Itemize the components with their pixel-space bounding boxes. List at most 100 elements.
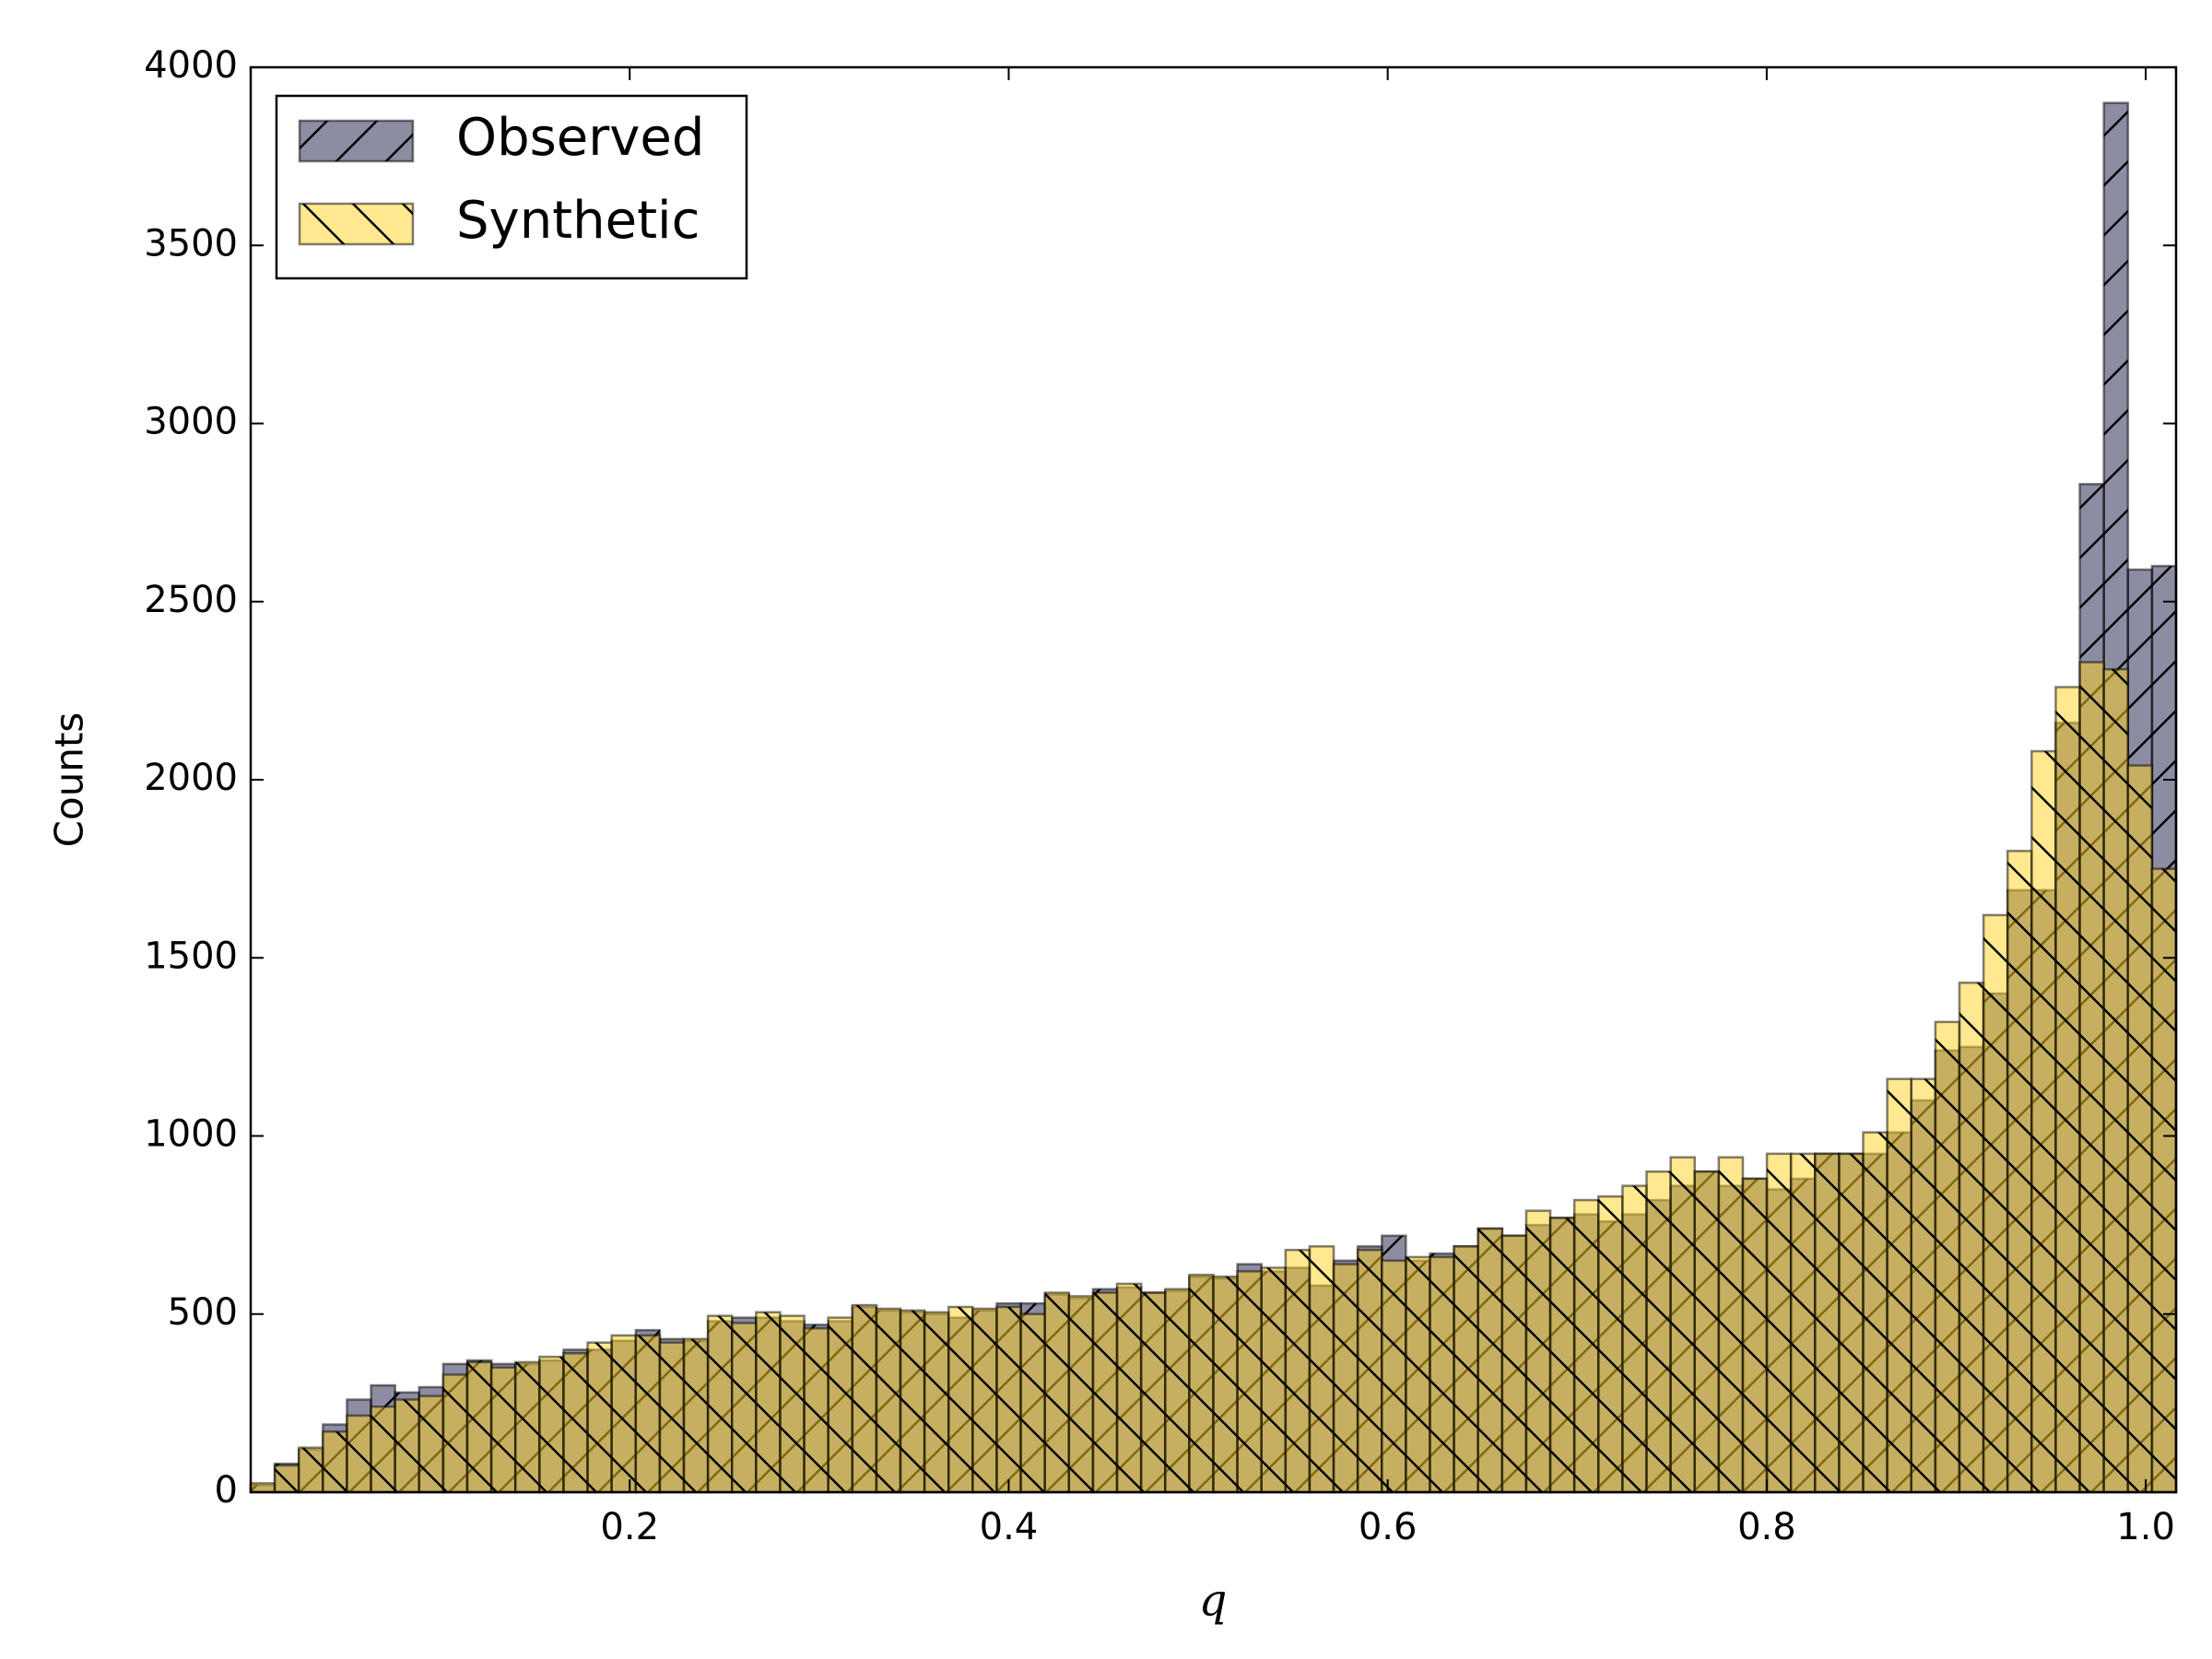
bar-hatch xyxy=(2151,868,2176,1492)
bar-hatch xyxy=(948,1307,973,1492)
bar-hatch xyxy=(708,1315,733,1492)
y-tick-label: 1000 xyxy=(144,1113,238,1156)
bar-hatch xyxy=(900,1310,925,1492)
bar-hatch xyxy=(1261,1267,1286,1492)
x-tick-label: 1.0 xyxy=(2116,1506,2175,1548)
y-tick-label: 4000 xyxy=(144,44,238,87)
bar-hatch xyxy=(1839,1153,1864,1492)
bar-hatch xyxy=(876,1308,901,1492)
bar-hatch xyxy=(1525,1210,1551,1492)
bar-hatch xyxy=(1694,1171,1719,1492)
bar-hatch xyxy=(2031,751,2056,1492)
x-tick-label: 0.8 xyxy=(1737,1506,1796,1548)
bar-hatch xyxy=(563,1353,588,1492)
bar-hatch xyxy=(1477,1228,1502,1492)
bar-hatch xyxy=(852,1305,877,1492)
plot-area xyxy=(249,101,2178,1494)
bar-hatch xyxy=(804,1328,829,1492)
bar-hatch xyxy=(2127,765,2152,1492)
bar-hatch xyxy=(635,1335,660,1492)
y-axis-title: Counts xyxy=(47,712,92,848)
bar-hatch xyxy=(1911,1078,1936,1492)
bar-hatch xyxy=(1767,1153,1792,1492)
bar-hatch xyxy=(1213,1277,1238,1492)
bar-hatch xyxy=(659,1342,685,1492)
bar-hatch xyxy=(1165,1288,1190,1492)
bar-hatch xyxy=(996,1307,1021,1492)
bar-hatch xyxy=(323,1431,347,1492)
bar-hatch xyxy=(1670,1157,1695,1492)
bar-hatch xyxy=(1815,1153,1840,1492)
bar-hatch xyxy=(394,1399,419,1492)
bar-hatch xyxy=(1622,1185,1647,1492)
bar-hatch xyxy=(1068,1296,1093,1492)
bar-hatch xyxy=(347,1415,371,1492)
y-tick-label: 500 xyxy=(168,1291,238,1334)
legend: Observed Synthetic xyxy=(275,94,748,280)
bar-hatch xyxy=(924,1312,949,1492)
x-tick-label: 0.2 xyxy=(600,1506,659,1548)
bar-hatch xyxy=(684,1338,709,1492)
bar-hatch xyxy=(1863,1132,1888,1492)
bar-hatch xyxy=(1358,1250,1382,1492)
x-tick-label: 0.4 xyxy=(980,1506,1039,1548)
bar-hatch xyxy=(442,1374,468,1492)
bar-hatch xyxy=(1742,1178,1768,1492)
series-group xyxy=(249,661,2178,1494)
bar-hatch xyxy=(1237,1271,1262,1492)
bar-hatch xyxy=(2007,851,2032,1492)
bar-hatch xyxy=(2079,662,2104,1492)
bar-hatch xyxy=(1791,1153,1816,1492)
bar-hatch xyxy=(515,1361,540,1492)
bar-hatch xyxy=(275,1465,300,1492)
bar-hatch xyxy=(1959,982,1984,1492)
bar-hatch xyxy=(587,1342,612,1492)
bar-hatch xyxy=(1887,1078,1912,1492)
bar-hatch xyxy=(1574,1200,1599,1492)
bar-hatch xyxy=(611,1335,636,1492)
bar-hatch xyxy=(1406,1256,1430,1492)
y-tick-label: 2000 xyxy=(144,757,238,799)
legend-swatch-hatch xyxy=(300,204,413,244)
bar-hatch xyxy=(1020,1313,1045,1492)
bar-hatch xyxy=(1646,1171,1671,1492)
bar-hatch xyxy=(1117,1283,1142,1492)
bar-hatch xyxy=(972,1308,997,1492)
bar-hatch xyxy=(1382,1260,1406,1492)
x-tick-label: 0.6 xyxy=(1359,1506,1418,1548)
bar-hatch xyxy=(732,1323,757,1492)
bar-hatch xyxy=(1453,1246,1478,1492)
y-tick-label: 3500 xyxy=(144,222,238,265)
bar-hatch xyxy=(467,1361,492,1492)
bar-hatch xyxy=(1598,1196,1623,1492)
bar-hatch xyxy=(756,1312,781,1492)
bar-hatch xyxy=(1935,1021,1959,1492)
bar-hatch xyxy=(251,1483,276,1492)
bar-hatch xyxy=(299,1447,324,1492)
bar-hatch xyxy=(780,1315,805,1492)
bar-hatch xyxy=(1309,1246,1335,1492)
bar-hatch xyxy=(1430,1256,1454,1492)
bar-hatch xyxy=(371,1406,395,1492)
y-tick-label: 2500 xyxy=(144,579,238,621)
bar-hatch xyxy=(2055,687,2080,1492)
bar-hatch xyxy=(1285,1250,1310,1492)
bar-hatch xyxy=(1141,1292,1166,1492)
bar-hatch xyxy=(2103,669,2128,1492)
bar-hatch xyxy=(491,1367,516,1492)
bar-hatch xyxy=(1983,914,2008,1492)
bar-hatch xyxy=(1550,1218,1575,1492)
x-axis-title: q xyxy=(1199,1575,1228,1627)
bar-hatch xyxy=(1092,1292,1118,1492)
bar-hatch xyxy=(828,1317,853,1492)
bar-hatch xyxy=(418,1395,443,1492)
bar-hatch xyxy=(1334,1264,1359,1492)
y-tick-label: 0 xyxy=(215,1469,238,1512)
legend-label: Observed xyxy=(456,108,704,168)
legend-swatch-hatch xyxy=(300,121,413,161)
bar-hatch xyxy=(1044,1292,1069,1492)
bar-hatch xyxy=(539,1357,564,1492)
bar-hatch xyxy=(1189,1275,1214,1492)
bar-hatch xyxy=(1501,1235,1526,1492)
